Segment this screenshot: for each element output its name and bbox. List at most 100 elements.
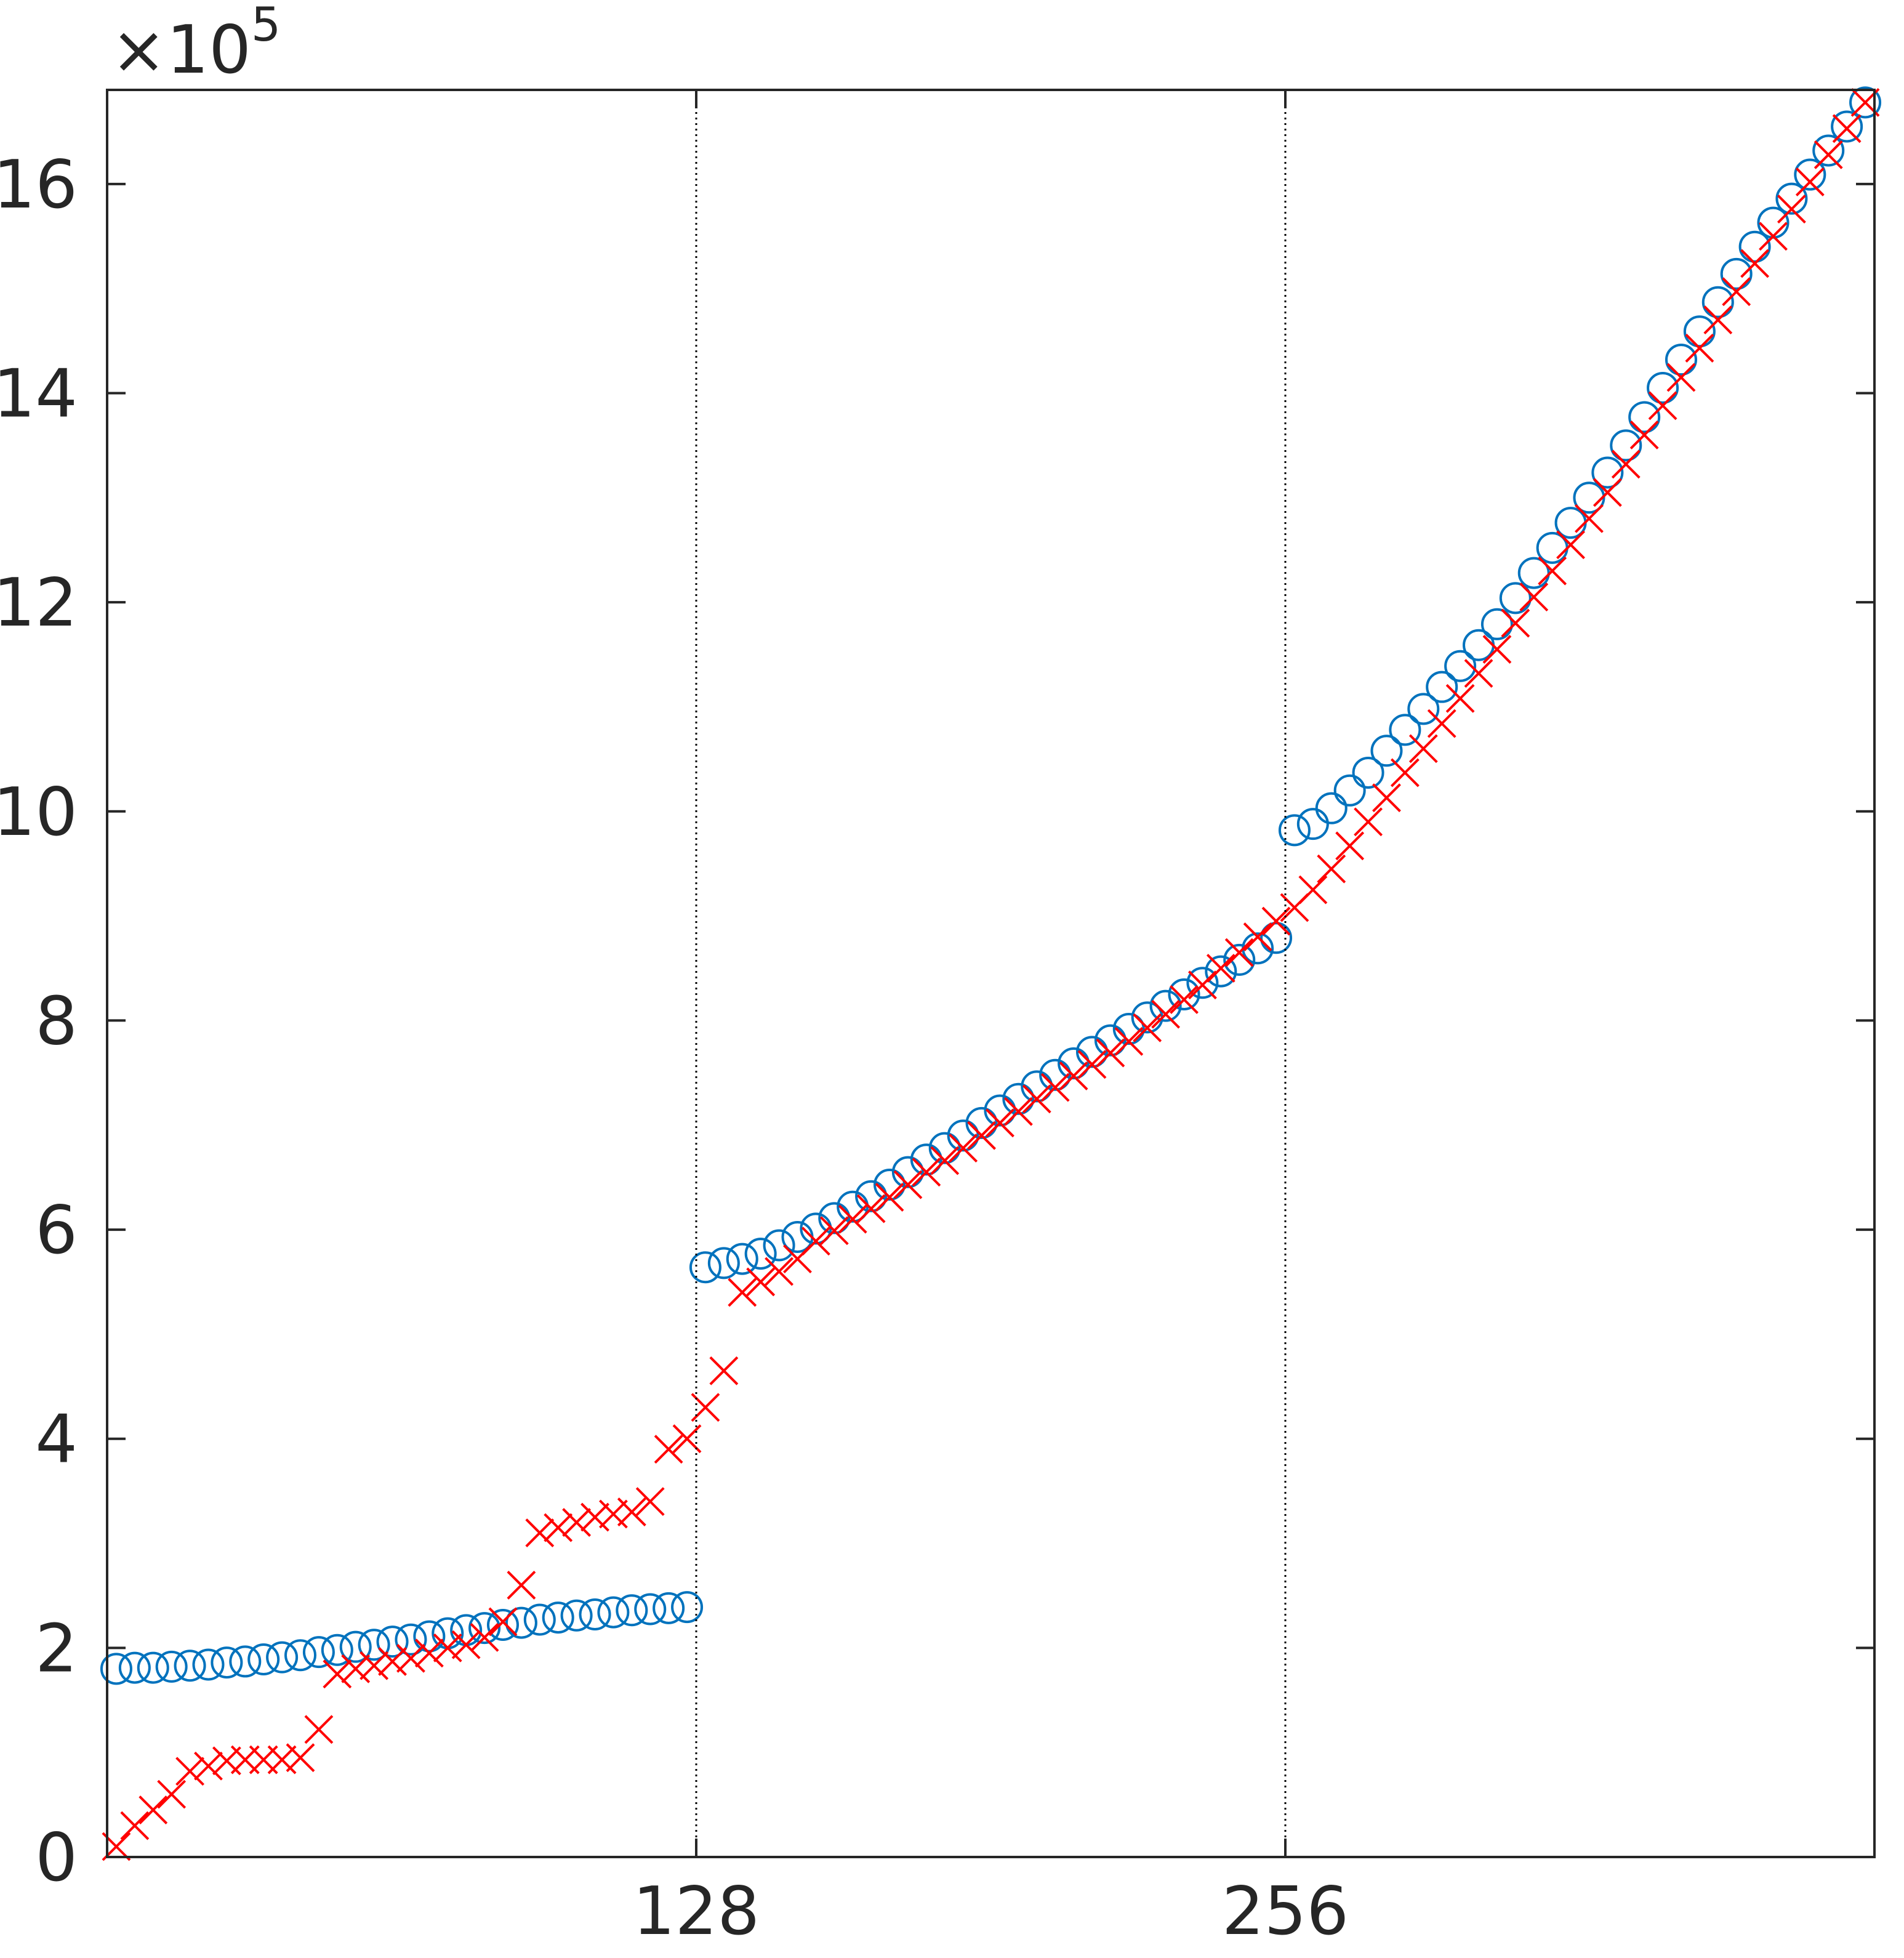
y-tick-label: 2 (35, 1610, 78, 1687)
x-marker (1648, 391, 1677, 421)
x-marker (1003, 1097, 1033, 1126)
x-marker (470, 1622, 499, 1652)
circle-marker (1499, 582, 1532, 614)
circle-marker (671, 1591, 704, 1624)
circle-marker (1794, 158, 1826, 191)
circle-marker (744, 1238, 777, 1270)
circle-marker (395, 1623, 427, 1656)
x-marker (986, 1108, 1014, 1138)
circle-marker (137, 1651, 169, 1684)
circle-marker (486, 1608, 519, 1641)
circle-marker (947, 1119, 979, 1152)
circle-marker (192, 1648, 225, 1681)
x-marker (1759, 222, 1788, 251)
y-tick-label: 4 (35, 1401, 78, 1478)
x-marker (323, 1659, 352, 1689)
x-marker (1722, 277, 1751, 307)
circle-marker (689, 1251, 721, 1284)
x-marker (1703, 305, 1733, 335)
x-marker (1354, 807, 1383, 837)
circle-marker (376, 1626, 409, 1658)
x-marker (1261, 906, 1291, 936)
circle-marker (1701, 286, 1734, 318)
circle-marker (1665, 344, 1697, 376)
x-marker (1298, 875, 1328, 904)
x-marker (451, 1630, 481, 1659)
x-marker (654, 1435, 683, 1464)
circle-marker (1333, 774, 1366, 807)
x-marker (414, 1638, 444, 1668)
x-marker (1317, 854, 1346, 884)
circle-marker (1610, 429, 1642, 462)
circle-marker (874, 1169, 906, 1201)
x-marker (1685, 334, 1714, 363)
x-marker (1040, 1073, 1070, 1102)
y-tick-label: 12 (0, 565, 78, 642)
x-marker (1372, 783, 1401, 813)
x-marker (1611, 449, 1641, 479)
x-marker (856, 1194, 886, 1223)
circle-marker (560, 1599, 593, 1632)
plot-frame (106, 89, 1876, 1858)
x-marker (967, 1121, 996, 1150)
x-marker (120, 1811, 150, 1840)
circle-marker (653, 1592, 685, 1624)
circle-marker (1849, 86, 1882, 119)
circle-marker (1370, 735, 1403, 767)
circle-marker (247, 1643, 280, 1676)
x-marker (1077, 1050, 1107, 1079)
x-marker (838, 1204, 867, 1234)
x-marker (507, 1571, 536, 1600)
y-tick-label: 0 (35, 1819, 78, 1896)
circle-marker (302, 1636, 335, 1669)
circle-marker (1278, 814, 1311, 847)
circle-marker (818, 1202, 851, 1235)
y-tick-label: 10 (0, 774, 78, 851)
circle-marker (616, 1594, 648, 1627)
x-marker (1832, 114, 1862, 143)
circle-marker (763, 1229, 795, 1262)
x-marker (1519, 582, 1549, 612)
x-marker (1427, 709, 1456, 738)
x-marker (1814, 140, 1843, 169)
x-marker (396, 1643, 425, 1673)
x-marker (819, 1216, 849, 1246)
circle-marker (468, 1612, 501, 1645)
circle-marker (542, 1601, 574, 1634)
x-tick-label: 128 (633, 1873, 760, 1950)
x-marker (157, 1779, 187, 1809)
circle-marker (1628, 401, 1661, 433)
circle-marker (597, 1596, 630, 1629)
x-marker (1464, 659, 1493, 688)
circle-marker (505, 1606, 537, 1639)
x-marker (194, 1751, 223, 1781)
circle-marker (211, 1646, 243, 1679)
x-marker (286, 1743, 315, 1773)
x-marker (912, 1158, 941, 1187)
circle-marker (1389, 714, 1421, 746)
y-multiplier-base: ×10 (111, 12, 251, 89)
x-marker (525, 1518, 555, 1547)
circle-marker (1075, 1036, 1108, 1068)
x-marker (1206, 954, 1235, 983)
circle-marker (707, 1247, 740, 1279)
x-marker (746, 1267, 776, 1297)
circle-marker (1683, 315, 1716, 348)
x-marker (304, 1715, 334, 1744)
x-tick-label: 256 (1222, 1873, 1349, 1950)
x-marker (1335, 831, 1365, 861)
circle-marker (1352, 756, 1384, 789)
x-marker (1538, 556, 1567, 586)
circle-marker (523, 1603, 556, 1636)
circle-marker (1407, 693, 1440, 725)
x-marker (1740, 249, 1770, 278)
circle-marker (1094, 1024, 1127, 1057)
x-marker (175, 1757, 204, 1786)
x-marker (930, 1146, 960, 1175)
x-marker (580, 1502, 609, 1532)
circle-marker (1058, 1047, 1090, 1080)
circle-marker (1168, 978, 1200, 1010)
x-marker (378, 1647, 407, 1676)
x-marker (617, 1497, 646, 1527)
